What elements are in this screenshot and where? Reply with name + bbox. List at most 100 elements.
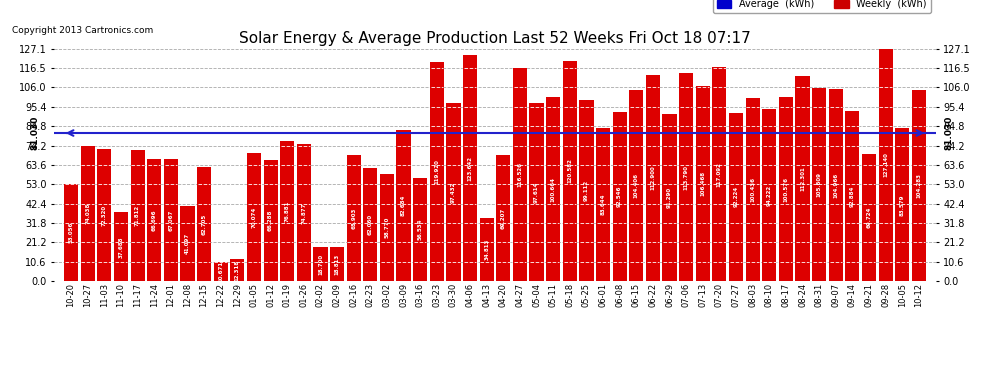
Bar	[163, 159, 178, 281]
Text: 92.224: 92.224	[734, 186, 739, 207]
Text: 104.406: 104.406	[634, 173, 639, 198]
Bar	[247, 153, 261, 281]
Bar	[579, 100, 593, 281]
Text: 92.884: 92.884	[850, 186, 855, 207]
Bar	[346, 155, 360, 281]
Bar	[713, 67, 727, 281]
Bar	[762, 109, 776, 281]
Text: 100.436: 100.436	[750, 177, 755, 202]
Bar	[630, 90, 644, 281]
Bar	[779, 97, 793, 281]
Text: 94.222: 94.222	[767, 184, 772, 206]
Bar	[745, 98, 759, 281]
Text: 99.112: 99.112	[584, 180, 589, 201]
Bar	[496, 154, 511, 281]
Text: 66.696: 66.696	[151, 210, 156, 231]
Text: Copyright 2013 Cartronics.com: Copyright 2013 Cartronics.com	[12, 26, 153, 35]
Text: 113.790: 113.790	[684, 165, 689, 190]
Bar	[197, 166, 211, 281]
Text: 100.664: 100.664	[550, 177, 555, 202]
Text: 81.030: 81.030	[30, 116, 39, 150]
Text: 97.432: 97.432	[450, 182, 456, 203]
Bar	[596, 128, 610, 281]
Bar	[231, 259, 245, 281]
Bar	[562, 61, 577, 281]
Bar	[114, 212, 128, 281]
Text: 53.056: 53.056	[68, 222, 73, 243]
Bar	[330, 247, 345, 281]
Text: 104.966: 104.966	[834, 172, 839, 198]
Bar	[131, 150, 145, 281]
Text: 74.877: 74.877	[301, 202, 306, 223]
Bar	[148, 159, 161, 281]
Bar	[80, 146, 95, 281]
Text: 34.813: 34.813	[484, 239, 489, 260]
Text: 18.813: 18.813	[335, 254, 340, 274]
Text: 12.318: 12.318	[235, 260, 240, 280]
Text: 18.700: 18.700	[318, 254, 323, 275]
Text: 81.030: 81.030	[944, 116, 953, 150]
Bar	[314, 247, 328, 281]
Text: 37.688: 37.688	[119, 236, 124, 258]
Bar	[413, 178, 428, 281]
Text: 10.671: 10.671	[218, 261, 223, 282]
Bar	[397, 130, 411, 281]
Text: 68.903: 68.903	[351, 207, 356, 229]
Bar	[97, 149, 112, 281]
Bar	[729, 112, 743, 281]
Bar	[679, 73, 693, 281]
Text: 70.074: 70.074	[251, 207, 256, 228]
Bar	[613, 112, 627, 281]
Bar	[812, 88, 827, 281]
Text: 119.920: 119.920	[435, 159, 440, 184]
Title: Solar Energy & Average Production Last 52 Weeks Fri Oct 18 07:17: Solar Energy & Average Production Last 5…	[240, 31, 750, 46]
Text: 100.576: 100.576	[783, 177, 788, 202]
Text: 92.546: 92.546	[617, 186, 622, 207]
Text: 71.812: 71.812	[135, 205, 140, 226]
Legend: Average  (kWh), Weekly  (kWh): Average (kWh), Weekly (kWh)	[713, 0, 931, 13]
Text: 127.140: 127.140	[883, 153, 888, 177]
Text: 104.283: 104.283	[917, 173, 922, 198]
Text: 123.642: 123.642	[467, 156, 472, 181]
Bar	[796, 76, 810, 281]
Text: 41.097: 41.097	[185, 233, 190, 254]
Text: 66.288: 66.288	[268, 210, 273, 231]
Bar	[214, 262, 228, 281]
Bar	[829, 89, 842, 281]
Text: 76.881: 76.881	[285, 200, 290, 222]
Text: 69.724: 69.724	[866, 207, 871, 228]
Bar	[479, 217, 494, 281]
Bar	[446, 103, 460, 281]
Bar	[895, 128, 910, 281]
Bar	[463, 55, 477, 281]
Text: 112.900: 112.900	[650, 166, 655, 190]
Text: 120.582: 120.582	[567, 159, 572, 183]
Bar	[862, 154, 876, 281]
Bar	[878, 49, 893, 281]
Bar	[297, 144, 311, 281]
Bar	[513, 68, 527, 281]
Text: 83.579: 83.579	[900, 194, 905, 216]
Bar	[845, 111, 859, 281]
Bar	[696, 87, 710, 281]
Bar	[645, 75, 660, 281]
Bar	[546, 97, 560, 281]
Bar	[662, 114, 676, 281]
Text: 117.092: 117.092	[717, 162, 722, 187]
Text: 97.614: 97.614	[534, 181, 540, 203]
Text: 69.207: 69.207	[501, 207, 506, 229]
Text: 91.290: 91.290	[667, 187, 672, 209]
Text: 72.320: 72.320	[102, 204, 107, 226]
Text: 58.770: 58.770	[384, 217, 389, 238]
Bar	[430, 62, 444, 281]
Bar	[180, 206, 194, 281]
Bar	[380, 174, 394, 281]
Text: 67.067: 67.067	[168, 209, 173, 231]
Text: 112.301: 112.301	[800, 166, 805, 191]
Bar	[280, 141, 294, 281]
Bar	[363, 168, 377, 281]
Text: 116.526: 116.526	[518, 162, 523, 187]
Text: 83.644: 83.644	[601, 194, 606, 216]
Text: 74.038: 74.038	[85, 203, 90, 224]
Bar	[912, 90, 926, 281]
